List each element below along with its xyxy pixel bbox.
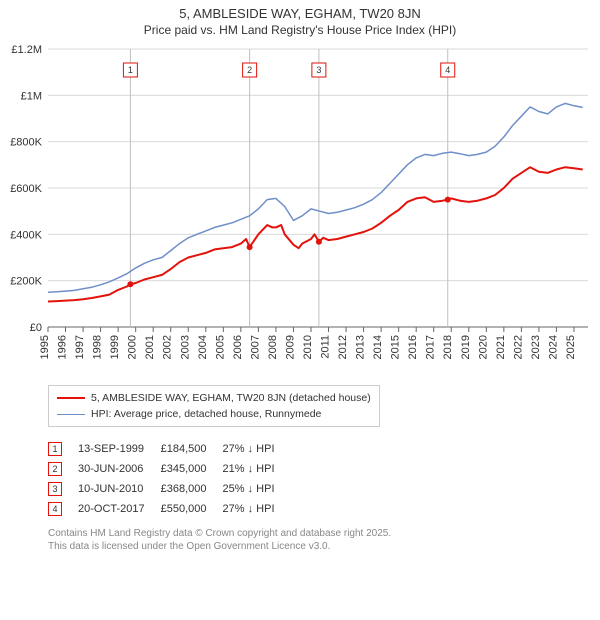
svg-text:£800K: £800K xyxy=(10,137,42,149)
sale-date: 30-JUN-2006 xyxy=(78,459,161,479)
sale-delta: 21% ↓ HPI xyxy=(223,459,291,479)
sale-marker-icon: 2 xyxy=(48,462,62,476)
chart-title-main: 5, AMBLESIDE WAY, EGHAM, TW20 8JN xyxy=(0,6,600,21)
sales-table: 113-SEP-1999£184,50027% ↓ HPI230-JUN-200… xyxy=(48,439,291,519)
svg-text:2008: 2008 xyxy=(267,335,279,359)
sale-marker-icon: 1 xyxy=(48,442,62,456)
sale-date: 20-OCT-2017 xyxy=(78,499,161,519)
svg-text:1996: 1996 xyxy=(57,335,69,359)
legend-row: HPI: Average price, detached house, Runn… xyxy=(57,406,371,422)
svg-text:2005: 2005 xyxy=(214,335,226,359)
footer-line2: This data is licensed under the Open Gov… xyxy=(48,540,600,553)
svg-text:1995: 1995 xyxy=(39,335,51,359)
svg-text:2006: 2006 xyxy=(232,335,244,359)
svg-text:£1M: £1M xyxy=(21,90,42,102)
svg-text:3: 3 xyxy=(316,65,321,75)
svg-text:£600K: £600K xyxy=(10,183,42,195)
sales-row: 3 10-JUN-2010£368,00025% ↓ HPI xyxy=(48,479,291,499)
svg-text:2021: 2021 xyxy=(495,335,507,359)
svg-text:2024: 2024 xyxy=(547,335,559,359)
sale-delta: 25% ↓ HPI xyxy=(223,479,291,499)
chart-title-block: 5, AMBLESIDE WAY, EGHAM, TW20 8JN Price … xyxy=(0,0,600,39)
svg-text:2010: 2010 xyxy=(302,335,314,359)
svg-text:2002: 2002 xyxy=(162,335,174,359)
legend: 5, AMBLESIDE WAY, EGHAM, TW20 8JN (detac… xyxy=(48,385,380,427)
sale-date: 13-SEP-1999 xyxy=(78,439,161,459)
svg-text:1998: 1998 xyxy=(92,335,104,359)
svg-text:£200K: £200K xyxy=(10,276,42,288)
footer-attribution: Contains HM Land Registry data © Crown c… xyxy=(48,527,600,553)
svg-text:£400K: £400K xyxy=(10,229,42,241)
footer-line1: Contains HM Land Registry data © Crown c… xyxy=(48,527,600,540)
legend-swatch xyxy=(57,414,85,415)
svg-text:2: 2 xyxy=(247,65,252,75)
sale-date: 10-JUN-2010 xyxy=(78,479,161,499)
sales-row: 2 30-JUN-2006£345,00021% ↓ HPI xyxy=(48,459,291,479)
sale-delta: 27% ↓ HPI xyxy=(223,499,291,519)
svg-text:2013: 2013 xyxy=(355,335,367,359)
chart-area: £0 £200K £400K £600K £800K £1M £1.2M 1995 1996 19… xyxy=(0,39,600,379)
svg-text:2022: 2022 xyxy=(512,335,524,359)
legend-row: 5, AMBLESIDE WAY, EGHAM, TW20 8JN (detac… xyxy=(57,390,371,406)
svg-text:2007: 2007 xyxy=(249,335,261,359)
svg-text:2016: 2016 xyxy=(407,335,419,359)
svg-text:2023: 2023 xyxy=(530,335,542,359)
sales-row: 4 20-OCT-2017£550,00027% ↓ HPI xyxy=(48,499,291,519)
svg-text:£0: £0 xyxy=(30,322,42,334)
line-chart-svg: £0 £200K £400K £600K £800K £1M £1.2M 1995 1996 19… xyxy=(0,39,600,377)
legend-label: HPI: Average price, detached house, Runn… xyxy=(91,408,321,420)
sale-delta: 27% ↓ HPI xyxy=(223,439,291,459)
svg-text:2000: 2000 xyxy=(127,335,139,359)
svg-text:2012: 2012 xyxy=(337,335,349,359)
svg-text:2020: 2020 xyxy=(477,335,489,359)
svg-text:2017: 2017 xyxy=(425,335,437,359)
svg-text:2019: 2019 xyxy=(460,335,472,359)
svg-text:2011: 2011 xyxy=(320,335,332,359)
sale-marker-icon: 4 xyxy=(48,502,62,516)
sale-marker-icon: 3 xyxy=(48,482,62,496)
svg-text:2014: 2014 xyxy=(372,335,384,359)
chart-title-sub: Price paid vs. HM Land Registry's House … xyxy=(0,23,600,37)
sale-price: £345,000 xyxy=(161,459,223,479)
svg-text:£1.2M: £1.2M xyxy=(11,44,42,56)
svg-text:2003: 2003 xyxy=(179,335,191,359)
svg-text:2015: 2015 xyxy=(390,335,402,359)
svg-text:2018: 2018 xyxy=(442,335,454,359)
sale-price: £368,000 xyxy=(161,479,223,499)
svg-text:2025: 2025 xyxy=(565,335,577,359)
svg-text:2004: 2004 xyxy=(197,335,209,359)
svg-text:2001: 2001 xyxy=(144,335,156,359)
legend-label: 5, AMBLESIDE WAY, EGHAM, TW20 8JN (detac… xyxy=(91,392,371,404)
sales-row: 1 13-SEP-1999£184,50027% ↓ HPI xyxy=(48,439,291,459)
sale-price: £184,500 xyxy=(161,439,223,459)
svg-text:1: 1 xyxy=(128,65,133,75)
svg-text:2009: 2009 xyxy=(284,335,296,359)
svg-text:1997: 1997 xyxy=(74,335,86,359)
svg-text:4: 4 xyxy=(445,65,450,75)
sale-price: £550,000 xyxy=(161,499,223,519)
legend-swatch xyxy=(57,397,85,399)
svg-text:1999: 1999 xyxy=(109,335,121,359)
